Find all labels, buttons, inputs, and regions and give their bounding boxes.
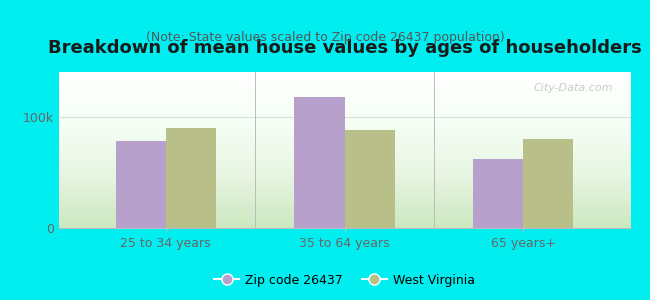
Bar — [523, 139, 573, 228]
Bar — [166, 128, 216, 228]
Bar — [294, 97, 344, 228]
Bar — [116, 141, 166, 228]
Legend: Zip code 26437, West Virginia: Zip code 26437, West Virginia — [209, 268, 480, 292]
Text: City-Data.com: City-Data.com — [534, 83, 614, 93]
Text: (Note: State values scaled to Zip code 26437 population): (Note: State values scaled to Zip code 2… — [146, 32, 504, 44]
Title: Breakdown of mean house values by ages of householders: Breakdown of mean house values by ages o… — [47, 39, 642, 57]
Bar — [473, 159, 523, 228]
Bar — [344, 130, 395, 228]
